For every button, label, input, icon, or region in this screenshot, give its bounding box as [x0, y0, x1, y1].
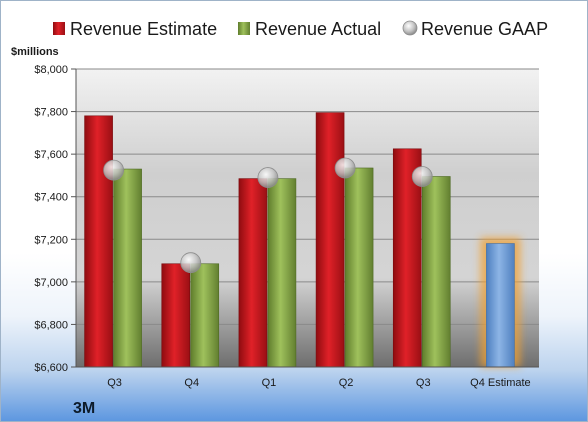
- revenue-actual-bar: [267, 178, 297, 368]
- revenue-gaap-marker: [257, 167, 279, 188]
- revenue-gaap-marker: [411, 166, 433, 187]
- y-tick-label: $7,200: [34, 234, 68, 246]
- x-tick-label: Q2: [339, 377, 354, 389]
- revenue-estimate-bar: [84, 115, 113, 368]
- x-tick-label: Q3: [107, 377, 122, 389]
- legend-swatch: [53, 22, 65, 35]
- y-tick-label: $8,000: [34, 64, 68, 76]
- revenue-estimate-bar: [238, 178, 268, 368]
- y-tick-label: $7,400: [34, 192, 68, 204]
- x-tick-label: Q3: [416, 377, 431, 389]
- revenue-actual-bar: [190, 263, 220, 368]
- y-axis: $6,600 $6,800 $7,000 $7,200 $7,400 $7,600 $7,8…: [34, 64, 539, 374]
- legend-label: Revenue Estimate: [70, 19, 217, 39]
- gridlines: [76, 68, 539, 368]
- revenue-gaap-marker: [180, 252, 202, 274]
- y-axis-unit-label: $millions: [11, 46, 59, 58]
- legend-label: Revenue GAAP: [421, 19, 548, 39]
- gaap-markers: [103, 157, 433, 274]
- q4-estimate-bar: [486, 243, 515, 368]
- y-tick-label: $6,600: [34, 362, 68, 374]
- y-tick-label: $6,800: [34, 319, 68, 331]
- x-tick-label: Q4: [184, 377, 199, 389]
- x-tick-label: Q4 Estimate: [470, 377, 531, 389]
- legend-swatch: [238, 22, 250, 35]
- company-label: 3M: [73, 400, 95, 417]
- revenue-gaap-marker: [103, 159, 124, 181]
- revenue-estimate-bar: [161, 263, 191, 368]
- revenue-gaap-marker: [334, 157, 356, 179]
- revenue-actual-bar: [344, 167, 374, 368]
- revenue-actual-bar: [421, 176, 451, 368]
- y-tick-label: $7,000: [34, 277, 68, 289]
- legend-swatch: [402, 20, 418, 36]
- legend-label: Revenue Actual: [255, 19, 381, 39]
- x-axis: Q3 Q4 Q1 Q2 Q3 Q4 Estimate: [107, 377, 530, 389]
- y-tick-label: $7,800: [34, 107, 68, 119]
- revenue-estimate-bar: [315, 112, 345, 368]
- plot-area: [76, 69, 539, 367]
- legend: Revenue Estimate Revenue Actual Revenue GA…: [53, 19, 548, 39]
- y-tick-label: $7,600: [34, 149, 68, 161]
- x-tick-label: Q1: [262, 377, 277, 389]
- revenue-actual-bar: [113, 168, 142, 368]
